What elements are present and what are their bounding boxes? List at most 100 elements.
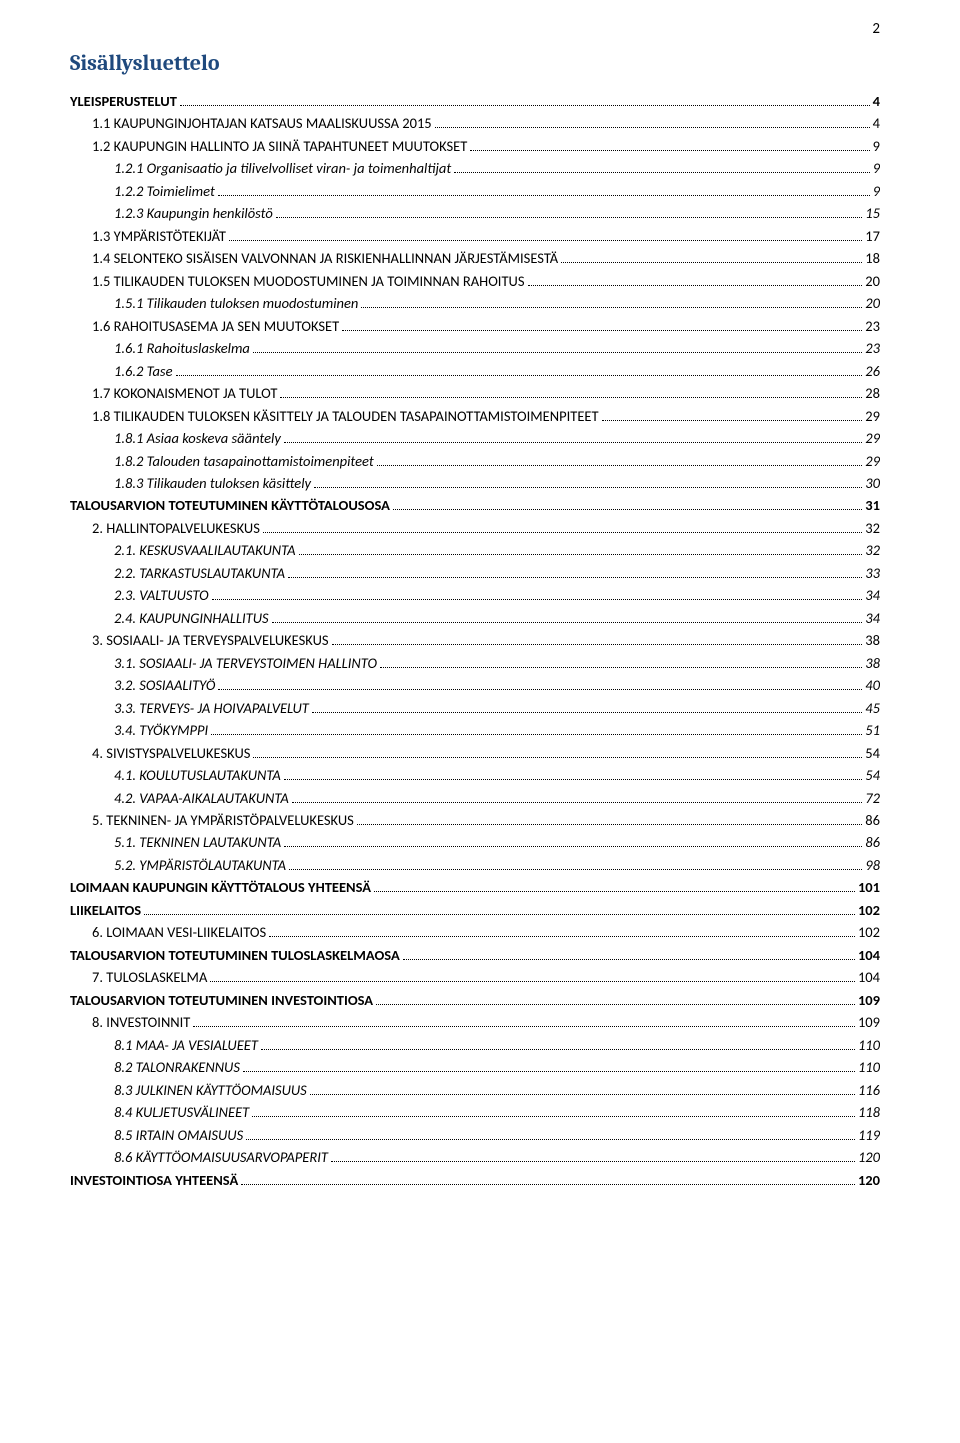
- toc-leader-dots: [380, 667, 862, 668]
- toc-entry: 1.5 TILIKAUDEN TULOKSEN MUODOSTUMINEN JA…: [70, 270, 880, 292]
- toc-entry: 3.2. SOSIAALITYÖ40: [70, 674, 880, 696]
- toc-entry-label: 3.3. TERVEYS- JA HOIVAPALVELUT: [114, 697, 309, 719]
- toc-entry: 1.8.3 Tilikauden tuloksen käsittely30: [70, 472, 880, 494]
- toc-entry-page: 51: [865, 719, 880, 741]
- toc-leader-dots: [229, 240, 862, 241]
- toc-entry-page: 29: [865, 427, 880, 449]
- toc-entry-label: 8. INVESTOINNIT: [92, 1011, 190, 1033]
- toc-entry-label: 1.1 KAUPUNGINJOHTAJAN KATSAUS MAALISKUUS…: [92, 112, 432, 134]
- toc-title: Sisällysluettelo: [70, 50, 880, 76]
- toc-leader-dots: [253, 352, 862, 353]
- toc-entry-label: 1.2.3 Kaupungin henkilöstö: [114, 202, 273, 224]
- toc-entry: 5.1. TEKNINEN LAUTAKUNTA86: [70, 831, 880, 853]
- toc-leader-dots: [276, 217, 863, 218]
- toc-entry: 2.3. VALTUUSTO34: [70, 584, 880, 606]
- toc-entry-page: 29: [865, 405, 880, 427]
- toc-entry-label: 1.2 KAUPUNGIN HALLINTO JA SIINÄ TAPAHTUN…: [92, 135, 467, 157]
- toc-entry: 1.2.1 Organisaatio ja tilivelvolliset vi…: [70, 157, 880, 179]
- toc-leader-dots: [176, 375, 863, 376]
- toc-leader-dots: [312, 712, 862, 713]
- toc-entry: 1.7 KOKONAISMENOT JA TULOT28: [70, 382, 880, 404]
- toc-entry-page: 120: [858, 1169, 880, 1191]
- toc-leader-dots: [272, 622, 863, 623]
- toc-entry-label: LOIMAAN KAUPUNGIN KÄYTTÖTALOUS YHTEENSÄ: [70, 876, 371, 898]
- toc-leader-dots: [299, 554, 863, 555]
- toc-entry-label: 1.8 TILIKAUDEN TULOKSEN KÄSITTELY JA TAL…: [92, 405, 599, 427]
- toc-entry-page: 109: [858, 1011, 880, 1033]
- toc-entry-label: 5.1. TEKNINEN LAUTAKUNTA: [114, 831, 281, 853]
- toc-entry-page: 38: [865, 652, 880, 674]
- toc-entry-page: 98: [865, 854, 880, 876]
- toc-leader-dots: [602, 420, 863, 421]
- toc-entry-label: 8.6 KÄYTTÖOMAISUUSARVOPAPERIT: [114, 1146, 328, 1168]
- toc-entry-page: 4: [873, 90, 880, 112]
- toc-entry-page: 86: [865, 809, 880, 831]
- toc-leader-dots: [211, 734, 862, 735]
- toc-entry: 1.5.1 Tilikauden tuloksen muodostuminen2…: [70, 292, 880, 314]
- toc-leader-dots: [284, 442, 862, 443]
- toc-leader-dots: [193, 1026, 855, 1027]
- toc-entry: 8.4 KULJETUSVÄLINEET118: [70, 1101, 880, 1123]
- toc-entry-page: 9: [873, 135, 880, 157]
- toc-entry-page: 30: [865, 472, 880, 494]
- toc-entry-label: 1.8.1 Asiaa koskeva sääntely: [114, 427, 281, 449]
- toc-entry: 1.2.2 Toimielimet9: [70, 180, 880, 202]
- toc-entry: 7. TULOSLASKELMA 104: [70, 966, 880, 988]
- toc-entry-label: 1.6.1 Rahoituslaskelma: [114, 337, 250, 359]
- toc-leader-dots: [376, 1004, 855, 1005]
- toc-entry-label: 1.4 SELONTEKO SISÄISEN VALVONNAN JA RISK…: [92, 247, 558, 269]
- toc-entry-page: 72: [865, 787, 880, 809]
- toc-entry-label: 8.5 IRTAIN OMAISUUS: [114, 1124, 243, 1146]
- toc-leader-dots: [310, 1094, 855, 1095]
- toc-entry: 2.4. KAUPUNGINHALLITUS34: [70, 607, 880, 629]
- toc-leader-dots: [280, 397, 862, 398]
- toc-entry: 4.1. KOULUTUSLAUTAKUNTA54: [70, 764, 880, 786]
- toc-entry: 4.2. VAPAA-AIKALAUTAKUNTA72: [70, 787, 880, 809]
- toc-entry-label: 8.2 TALONRAKENNUS: [114, 1056, 240, 1078]
- toc-leader-dots: [218, 195, 870, 196]
- toc-entry-page: 104: [858, 944, 880, 966]
- toc-entry-page: 32: [865, 539, 880, 561]
- toc-entry-page: 20: [865, 292, 880, 314]
- toc-leader-dots: [261, 1049, 855, 1050]
- toc-entry-page: 23: [865, 315, 880, 337]
- toc-entry: 5. TEKNINEN- JA YMPÄRISTÖPALVELUKESKUS 86: [70, 809, 880, 831]
- toc-entry-page: 102: [858, 921, 880, 943]
- toc-leader-dots: [332, 644, 863, 645]
- toc-entry-label: INVESTOINTIOSA YHTEENSÄ: [70, 1169, 238, 1191]
- toc-entry: INVESTOINTIOSA YHTEENSÄ 120: [70, 1169, 880, 1191]
- toc-entry-label: 2. HALLINTOPALVELUKESKUS: [92, 517, 260, 539]
- toc-entry: 2. HALLINTOPALVELUKESKUS32: [70, 517, 880, 539]
- toc-entry-page: 34: [865, 584, 880, 606]
- toc-entry-label: 8.1 MAA- JA VESIALUEET: [114, 1034, 258, 1056]
- toc-leader-dots: [561, 262, 862, 263]
- toc-entry-label: 5. TEKNINEN- JA YMPÄRISTÖPALVELUKESKUS: [92, 809, 354, 831]
- toc-leader-dots: [212, 599, 863, 600]
- toc-entry-page: 17: [865, 225, 880, 247]
- toc-entry-label: 7. TULOSLASKELMA: [92, 966, 207, 988]
- toc-leader-dots: [284, 779, 863, 780]
- toc-leader-dots: [218, 689, 862, 690]
- toc-entry: 1.8.2 Talouden tasapainottamistoimenpite…: [70, 450, 880, 472]
- toc-leader-dots: [246, 1139, 855, 1140]
- toc-entry-label: TALOUSARVION TOTEUTUMINEN KÄYTTÖTALOUSOS…: [70, 494, 390, 516]
- toc-leader-dots: [289, 869, 862, 870]
- toc-entry-label: 1.7 KOKONAISMENOT JA TULOT: [92, 382, 277, 404]
- toc-entry: 1.6.1 Rahoituslaskelma23: [70, 337, 880, 359]
- toc-entry-label: 1.6 RAHOITUSASEMA JA SEN MUUTOKSET: [92, 315, 339, 337]
- toc-entry-label: 3.4. TYÖKYMPPI: [114, 719, 208, 741]
- toc-leader-dots: [284, 846, 862, 847]
- toc-entry: 1.8.1 Asiaa koskeva sääntely 29: [70, 427, 880, 449]
- toc-entry-label: 4.1. KOULUTUSLAUTAKUNTA: [114, 764, 281, 786]
- toc-entry-page: 9: [873, 180, 880, 202]
- toc-leader-dots: [243, 1071, 855, 1072]
- toc-entry-page: 104: [858, 966, 880, 988]
- toc-entry-label: 1.2.1 Organisaatio ja tilivelvolliset vi…: [114, 157, 451, 179]
- toc-entry-label: 3.2. SOSIAALITYÖ: [114, 674, 215, 696]
- toc-entry-page: 118: [858, 1101, 880, 1123]
- toc-entry-page: 20: [865, 270, 880, 292]
- toc-leader-dots: [377, 465, 863, 466]
- toc-entry: 8.2 TALONRAKENNUS110: [70, 1056, 880, 1078]
- toc-entry: 3.1. SOSIAALI- JA TERVEYSTOIMEN HALLINTO…: [70, 652, 880, 674]
- toc-entry: 5.2. YMPÄRISTÖLAUTAKUNTA98: [70, 854, 880, 876]
